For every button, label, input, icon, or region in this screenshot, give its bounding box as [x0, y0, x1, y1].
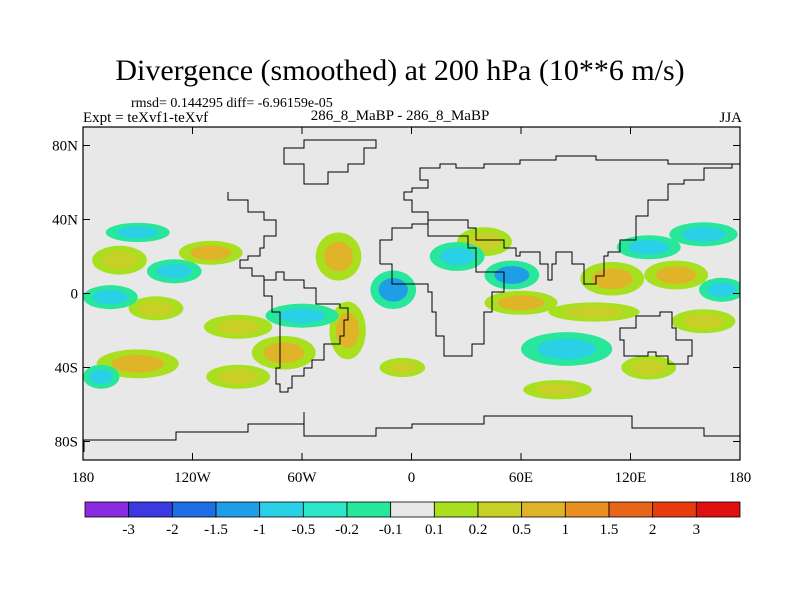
- colorbar-label-7: 0.1: [425, 522, 444, 538]
- neg-region-core-7: [628, 239, 670, 255]
- coastline-1: [227, 192, 277, 277]
- pos-region-core-3: [216, 319, 261, 335]
- chart-title: Divergence (smoothed) at 200 hPa (10**6 …: [115, 54, 685, 87]
- colorbar-box-2: [171, 501, 217, 518]
- pos-region-core-10: [497, 295, 545, 311]
- pos-region-core-5: [217, 369, 259, 385]
- colorbar-label-4: -0.5: [291, 522, 315, 538]
- pos-region-core-8: [335, 312, 360, 349]
- x-tick-label-5: 120E: [615, 470, 647, 486]
- neg-region-core-3: [378, 277, 408, 302]
- y-tick-label-3: 40S: [55, 361, 78, 377]
- x-tick-label-4: 60E: [509, 470, 533, 486]
- colorbar-label-11: 1.5: [600, 522, 619, 538]
- pos-region-core-13: [655, 266, 697, 284]
- neg-region-core-10: [89, 369, 113, 385]
- colorbar-label-10: 1: [562, 522, 570, 538]
- colorbar-label-0: -3: [122, 522, 135, 538]
- colorbar-label-6: -0.1: [379, 522, 403, 538]
- x-tick-label-2: 60W: [287, 470, 317, 486]
- pos-region-core-12: [591, 268, 633, 290]
- colorbar-box-0: [84, 501, 130, 518]
- pos-region-core-16: [535, 383, 580, 396]
- x-tick-label-3: 0: [408, 470, 416, 486]
- colorbar-box-5: [302, 501, 348, 518]
- colorbar-box-8: [433, 501, 479, 518]
- pos-region-core-6: [263, 342, 305, 364]
- colorbar-label-2: -1.5: [204, 522, 228, 538]
- colorbar-box-13: [652, 501, 697, 518]
- colorbar-box-1: [128, 501, 173, 518]
- neg-region-core-4: [439, 247, 475, 266]
- y-tick-label-4: 80S: [55, 435, 78, 451]
- colorbar-box-12: [608, 501, 654, 518]
- neg-region-core-1: [92, 289, 128, 305]
- neg-region-core-8: [681, 226, 726, 242]
- colorbar-label-12: 2: [649, 522, 657, 538]
- colorbar-label-13: 3: [693, 522, 701, 538]
- x-tick-label-6: 180: [729, 470, 752, 486]
- colorbar-label-8: 0.2: [469, 522, 488, 538]
- colorbar-label-1: -2: [166, 522, 179, 538]
- pos-region-core-7: [323, 241, 354, 272]
- y-tick-label-0: 80N: [52, 139, 78, 155]
- x-tick-label-0: 180: [72, 470, 95, 486]
- colorbar-box-6: [346, 501, 392, 518]
- case-label: 286_8_MaBP - 286_8_MaBP: [310, 108, 490, 124]
- field-layer: [83, 139, 740, 452]
- pos-region-core-17: [387, 361, 417, 374]
- y-tick-label-1: 40N: [52, 213, 78, 229]
- colorbar-label-5: -0.2: [335, 522, 359, 538]
- colorbar-box-11: [564, 501, 610, 518]
- coastline-3: [427, 163, 740, 285]
- colorbar-box-3: [215, 501, 261, 518]
- experiment-label: Expt = teXvf1-teXvf: [83, 110, 209, 126]
- pos-region-core-15: [631, 360, 667, 375]
- pos-region-core-1: [190, 245, 232, 261]
- coastline-6: [83, 412, 740, 452]
- neg-region-core-6: [537, 338, 596, 360]
- colorbar-box-10: [521, 501, 566, 518]
- neg-region-core-2: [278, 308, 326, 324]
- coastline-5: [619, 311, 693, 365]
- y-tick-label-2: 0: [71, 287, 79, 303]
- coastline-7: [283, 139, 377, 185]
- colorbar-box-4: [259, 501, 304, 518]
- pos-region-core-2: [138, 300, 174, 316]
- pos-region-core-14: [683, 313, 724, 329]
- colorbar-box-7: [390, 501, 435, 518]
- neg-region-core-0: [156, 263, 192, 279]
- neg-region-core-9: [707, 282, 737, 298]
- colorbar-box-14: [695, 501, 741, 518]
- x-tick-label-1: 120W: [174, 470, 212, 486]
- neg-region-core-11: [117, 226, 159, 239]
- stats-text: rmsd= 0.144295 diff= -6.96159e-05: [131, 96, 333, 111]
- pos-region-core-4: [111, 354, 165, 373]
- pos-region-core-0: [101, 251, 138, 270]
- neg-region-core-5: [494, 266, 530, 284]
- coastline-4: [403, 155, 740, 224]
- pos-region-core-11: [564, 306, 624, 318]
- coastline-0: [263, 271, 349, 393]
- season-label: JJA: [719, 110, 742, 126]
- colorbar-box-9: [477, 501, 523, 518]
- colorbar-label-3: -1: [253, 522, 266, 538]
- colorbar-label-9: 0.5: [512, 522, 531, 538]
